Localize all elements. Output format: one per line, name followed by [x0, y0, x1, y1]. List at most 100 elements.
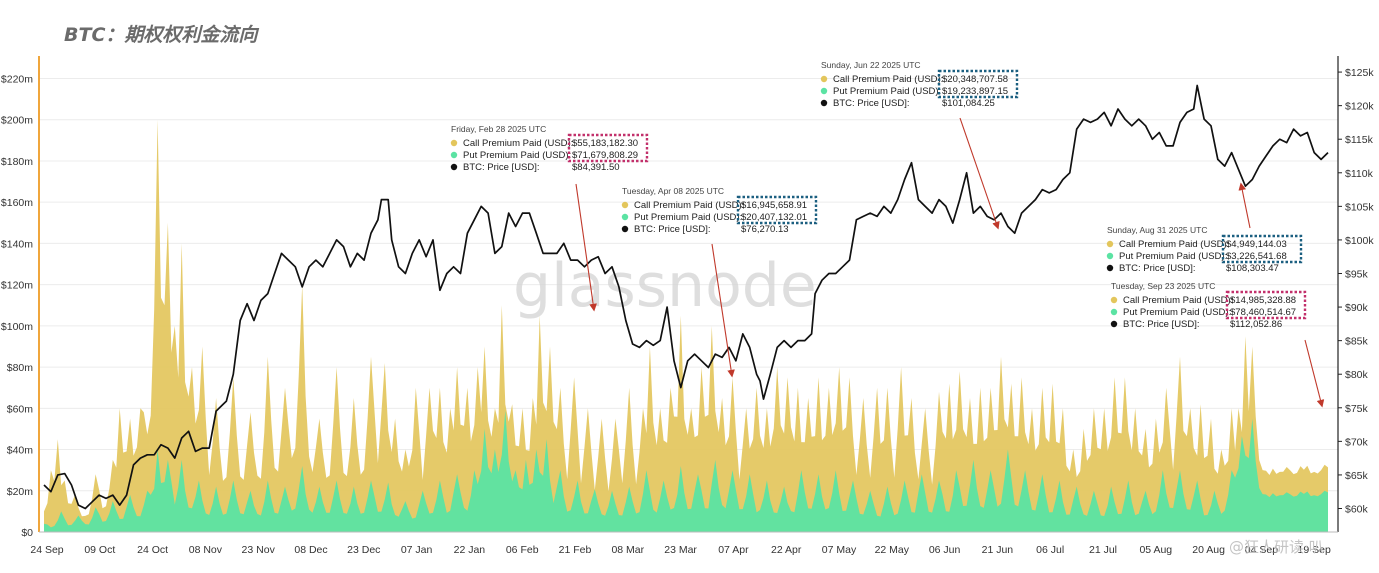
- annotation-date: Tuesday, Sep 23 2025 UTC: [1111, 281, 1215, 291]
- annotation-5: Tuesday, Sep 23 2025 UTC Call Premium Pai…: [1110, 281, 1325, 408]
- legend-dot: [1106, 252, 1114, 260]
- annotation-date: Sunday, Aug 31 2025 UTC: [1107, 225, 1208, 235]
- legend-dot: [1110, 296, 1118, 304]
- watermark: glassnode: [513, 251, 817, 321]
- annotation-label: Put Premium Paid (USD):: [463, 150, 571, 161]
- annotation-date: Tuesday, Apr 08 2025 UTC: [622, 186, 724, 196]
- annotation-label: BTC: Price [USD]:: [463, 162, 540, 173]
- annotation-value: $14,985,328.88: [1230, 295, 1296, 306]
- price-line-group: [43, 84, 1329, 510]
- annotation-arrow: [1238, 182, 1251, 229]
- right-axis-tick-label: $120k: [1345, 101, 1374, 113]
- x-axis-tick-label: 22 Jan: [454, 544, 486, 556]
- right-axis-tick-label: $70k: [1345, 436, 1369, 448]
- annotation-label: Put Premium Paid (USD):: [1123, 307, 1231, 318]
- left-axis-tick-label: $220m: [1, 73, 33, 85]
- x-axis-tick-label: 20 Aug: [1192, 544, 1225, 556]
- right-axis-tick-label: $60k: [1345, 504, 1369, 516]
- x-axis-tick-label: 23 Dec: [347, 544, 380, 556]
- annotation-label: BTC: Price [USD]:: [634, 224, 711, 235]
- legend-dot: [820, 87, 828, 95]
- x-axis-tick-label: 22 Apr: [771, 544, 802, 556]
- annotation-value: $16,945,658.91: [741, 200, 807, 211]
- premium-areas: [44, 119, 1328, 532]
- legend-dot: [1110, 320, 1118, 328]
- x-axis-tick-label: 07 Apr: [718, 544, 749, 556]
- annotation-arrow: [959, 117, 1000, 230]
- highlight-box: [937, 69, 1019, 99]
- annotation-3: Sunday, Jun 22 2025 UTC Call Premium Paid…: [820, 60, 1019, 230]
- annotation-label: BTC: Price [USD]:: [833, 98, 910, 109]
- x-axis-tick-label: 21 Jun: [982, 544, 1014, 556]
- left-axis-tick-label: $120m: [1, 280, 33, 292]
- annotation-value: $4,949,144.03: [1226, 239, 1287, 250]
- legend-dot: [820, 75, 828, 83]
- chart-title: BTC：期权权利金流向: [64, 24, 258, 46]
- right-axis-tick-label: $85k: [1345, 336, 1369, 348]
- right-axis-tick-label: $75k: [1345, 403, 1369, 415]
- highlight-box: [1225, 290, 1307, 320]
- x-axis-tick-label: 08 Dec: [294, 544, 327, 556]
- x-axis-tick-label: 05 Aug: [1139, 544, 1172, 556]
- legend-dot: [621, 225, 629, 233]
- annotation-value: $71,679,808.29: [572, 150, 638, 161]
- annotation-label: Call Premium Paid (USD):: [833, 74, 943, 85]
- call-premium-area: [44, 119, 1328, 532]
- annotation-date: Friday, Feb 28 2025 UTC: [451, 124, 546, 134]
- annotation-date: Sunday, Jun 22 2025 UTC: [821, 60, 921, 70]
- x-axis-tick-label: 21 Feb: [559, 544, 592, 556]
- right-axis-tick-label: $125k: [1345, 67, 1374, 79]
- right-axis-tick-label: $105k: [1345, 201, 1374, 213]
- annotation-value: $20,348,707.58: [942, 74, 1008, 85]
- annotation-value: $19,233,897.15: [942, 86, 1008, 97]
- legend-dot: [621, 213, 629, 221]
- annotation-label: Call Premium Paid (USD):: [463, 138, 573, 149]
- legend-dot: [450, 163, 458, 171]
- left-axis-tick-label: $200m: [1, 115, 33, 127]
- right-axis-tick-label: $90k: [1345, 302, 1369, 314]
- axes: $0 $20m $40m $60m $80m $100m $120m $140m $160m $1…: [1, 56, 1374, 556]
- annotation-1: Friday, Feb 28 2025 UTC Call Premium Paid…: [450, 124, 649, 312]
- x-axis-tick-label: 21 Jul: [1089, 544, 1117, 556]
- right-axis-tick-label: $95k: [1345, 269, 1369, 281]
- legend-dot: [621, 201, 629, 209]
- annotation-label: BTC: Price [USD]:: [1123, 319, 1200, 330]
- left-axis-tick-label: $180m: [1, 156, 33, 168]
- x-axis-tick-label: 06 Feb: [506, 544, 539, 556]
- legend-dot: [1106, 264, 1114, 272]
- annotation-label: Call Premium Paid (USD):: [634, 200, 744, 211]
- x-axis-tick-label: 09 Oct: [84, 544, 115, 556]
- x-axis-tick-label: 07 Jan: [401, 544, 433, 556]
- highlight-box: [1221, 234, 1303, 264]
- left-axis-tick-label: $60m: [7, 403, 34, 415]
- annotation-label: Put Premium Paid (USD):: [833, 86, 941, 97]
- annotation-label: Call Premium Paid (USD):: [1119, 239, 1229, 250]
- x-axis-tick-label: 04 Sep: [1245, 544, 1278, 556]
- annotation-label: Put Premium Paid (USD):: [1119, 251, 1227, 262]
- put-premium-area: [44, 410, 1328, 532]
- annotation-value: $108,303.47: [1226, 263, 1279, 274]
- annotation-value: $20,407,132.01: [741, 212, 807, 223]
- x-axis-tick-label: 08 Nov: [189, 544, 223, 556]
- left-axis-tick-label: $80m: [7, 362, 34, 374]
- right-axis-tick-label: $65k: [1345, 470, 1369, 482]
- annotation-label: BTC: Price [USD]:: [1119, 263, 1196, 274]
- right-axis-tick-label: $80k: [1345, 369, 1369, 381]
- annotation-2: Tuesday, Apr 08 2025 UTC Call Premium Pai…: [621, 186, 818, 378]
- annotation-value: $55,183,182.30: [572, 138, 638, 149]
- annotation-arrow: [711, 243, 735, 378]
- left-axis-tick-label: $100m: [1, 321, 33, 333]
- annotation-4: Sunday, Aug 31 2025 UTC Call Premium Paid…: [1106, 182, 1303, 274]
- btc-price-line: [43, 84, 1329, 510]
- annotation-arrow: [1304, 339, 1325, 408]
- left-axis-tick-label: $0: [21, 527, 33, 539]
- highlight-box: [736, 195, 818, 225]
- left-axis-tick-label: $40m: [7, 445, 34, 457]
- x-axis-tick-label: 19 Sep: [1298, 544, 1331, 556]
- annotation-label: Call Premium Paid (USD):: [1123, 295, 1233, 306]
- x-axis-tick-label: 07 May: [822, 544, 857, 556]
- x-axis-tick-label: 24 Sep: [30, 544, 63, 556]
- left-axis-tick-label: $140m: [1, 238, 33, 250]
- corner-watermark: @狂人研读·叭: [1229, 538, 1324, 556]
